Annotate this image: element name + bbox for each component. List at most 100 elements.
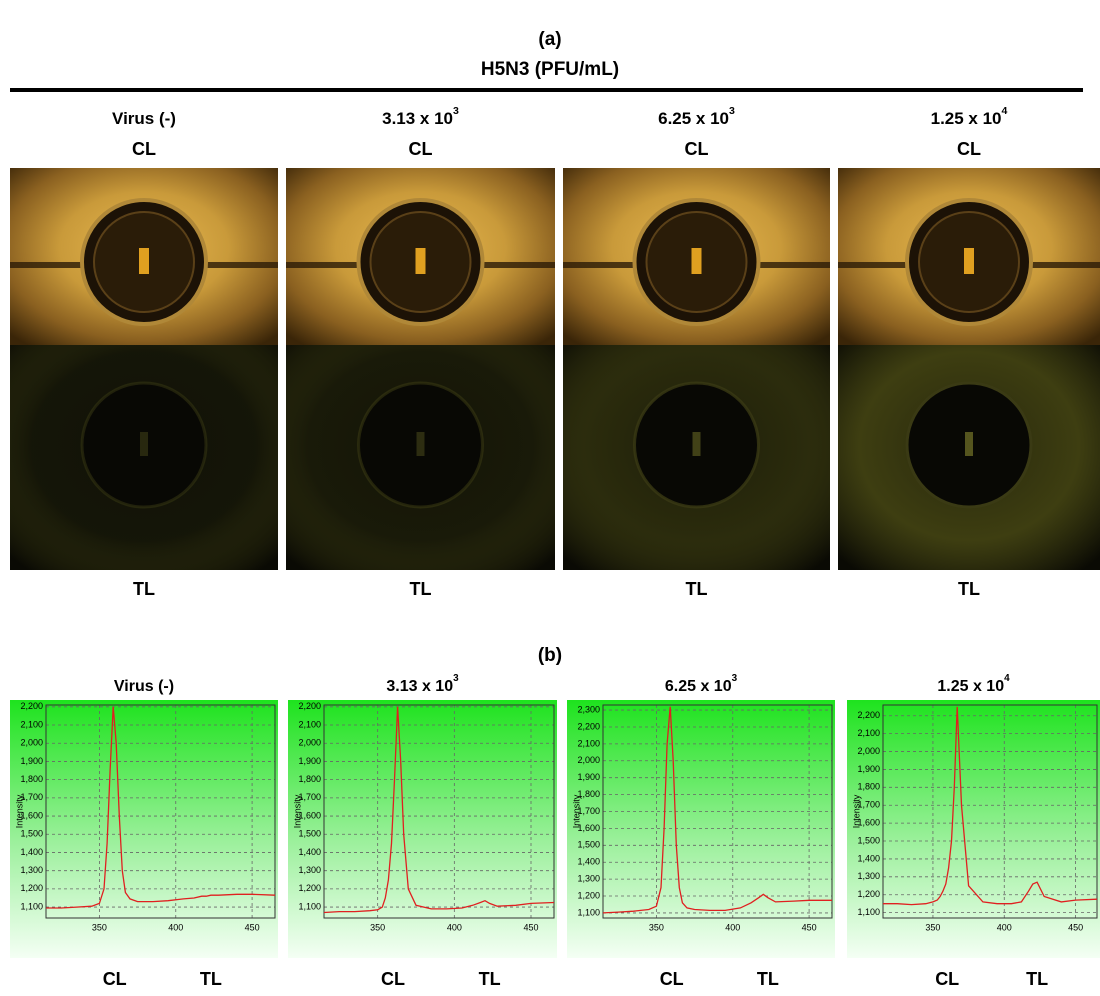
- y-tick-label: 1,300: [20, 865, 43, 875]
- peak-label: CL: [660, 969, 684, 989]
- y-tick-label: 1,600: [298, 810, 321, 820]
- column-header: 6.25 x 103: [658, 105, 735, 129]
- y-tick-label: 2,100: [857, 728, 880, 738]
- y-tick-label: 2,200: [20, 701, 43, 711]
- y-tick-label: 1,500: [20, 829, 43, 839]
- panel-title: H5N3 (PFU/mL): [481, 59, 619, 80]
- peak-label: TL: [757, 969, 779, 989]
- y-tick-label: 1,600: [577, 823, 600, 833]
- y-tick-label: 1,200: [20, 883, 43, 893]
- image-post: [140, 432, 148, 456]
- panel-label: (b): [538, 645, 562, 666]
- x-tick-label: 450: [523, 922, 538, 932]
- chart-title-exponent: 3: [732, 673, 738, 684]
- image-post: [139, 248, 149, 274]
- y-tick-label: 1,500: [577, 840, 600, 850]
- spectrum-line: [883, 706, 1098, 906]
- y-axis-label: Intensity: [571, 794, 581, 828]
- spectrum-line: [323, 706, 555, 914]
- y-tick-label: 1,400: [298, 847, 321, 857]
- y-tick-label: 1,300: [577, 873, 600, 883]
- x-tick-label: 400: [725, 922, 740, 932]
- y-tick-label: 1,100: [857, 907, 880, 917]
- column-header-base: 1.25 x 10: [931, 109, 1002, 128]
- y-tick-label: 2,000: [20, 738, 43, 748]
- peak-label: TL: [1026, 969, 1048, 989]
- y-tick-label: 2,200: [857, 710, 880, 720]
- chart-title-exponent: 3: [453, 673, 459, 684]
- micrograph-cl: [838, 168, 1100, 345]
- plot-frame: [602, 704, 833, 919]
- chart-bg: [288, 700, 557, 958]
- y-tick-label: 1,300: [298, 865, 321, 875]
- micrograph-tl: [563, 345, 830, 570]
- y-tick-label: 2,300: [577, 704, 600, 714]
- column-header-exponent: 3: [453, 105, 459, 117]
- column-header-exponent: 4: [1002, 105, 1008, 117]
- column-header: 1.25 x 104: [931, 105, 1008, 129]
- micrograph-tl: [286, 345, 555, 570]
- row-label: CL: [685, 139, 709, 159]
- y-tick-label: 1,900: [577, 772, 600, 782]
- y-tick-label: 1,100: [20, 901, 43, 911]
- rule: [10, 88, 1083, 92]
- column-header: Virus (-): [112, 109, 176, 128]
- column-header: 3.13 x 103: [382, 105, 459, 129]
- chart-title: 1.25 x 104: [937, 673, 1010, 696]
- y-tick-label: 2,000: [298, 738, 321, 748]
- x-tick-label: 350: [92, 922, 107, 932]
- column-header-exponent: 3: [729, 105, 735, 117]
- column-header-base: 3.13 x 10: [382, 109, 453, 128]
- image-post: [965, 432, 973, 456]
- chart-title-base: Virus (-): [114, 678, 174, 695]
- y-tick-label: 1,700: [857, 800, 880, 810]
- chart-title: 3.13 x 103: [386, 673, 459, 696]
- plot-frame: [323, 704, 555, 919]
- image-ring: [80, 381, 208, 509]
- y-tick-label: 1,800: [577, 789, 600, 799]
- image-post: [691, 248, 702, 274]
- plot-frame: [45, 704, 276, 919]
- y-tick-label: 1,800: [857, 782, 880, 792]
- y-tick-label: 2,100: [298, 719, 321, 729]
- y-tick-label: 1,800: [20, 774, 43, 784]
- y-tick-label: 1,300: [857, 871, 880, 881]
- chart-title: 6.25 x 103: [665, 673, 738, 696]
- x-tick-label: 450: [245, 922, 260, 932]
- micrograph-cl: [286, 168, 555, 345]
- micrograph-cl: [10, 168, 278, 345]
- y-tick-label: 2,000: [577, 755, 600, 765]
- y-tick-label: 2,100: [577, 738, 600, 748]
- y-tick-label: 1,700: [298, 792, 321, 802]
- panel-label: (a): [538, 29, 561, 50]
- image-ring: [357, 381, 484, 509]
- spectrum-line: [602, 706, 832, 914]
- x-tick-label: 400: [997, 922, 1012, 932]
- row-label: TL: [958, 579, 980, 599]
- chart-title-base: 1.25 x 10: [937, 678, 1004, 695]
- row-label: CL: [957, 139, 981, 159]
- y-tick-label: 1,400: [857, 853, 880, 863]
- plot-frame: [882, 704, 1098, 919]
- chart-bg: [847, 700, 1100, 958]
- y-tick-label: 1,500: [857, 835, 880, 845]
- x-tick-label: 350: [370, 922, 385, 932]
- peak-label: CL: [103, 969, 127, 989]
- chart-title-exponent: 4: [1004, 673, 1010, 684]
- y-tick-label: 1,400: [577, 857, 600, 867]
- x-tick-label: 450: [1068, 922, 1083, 932]
- peak-label: CL: [935, 969, 959, 989]
- y-tick-label: 1,400: [20, 847, 43, 857]
- chart-title-base: 3.13 x 10: [386, 678, 453, 695]
- peak-label: TL: [200, 969, 222, 989]
- row-label: TL: [133, 579, 155, 599]
- y-axis-label: Intensity: [292, 794, 302, 828]
- y-tick-label: 1,200: [577, 890, 600, 900]
- chart-title-base: 6.25 x 10: [665, 678, 732, 695]
- y-tick-label: 1,200: [857, 889, 880, 899]
- micrograph-cl: [563, 168, 830, 345]
- y-tick-label: 1,600: [20, 810, 43, 820]
- chart-bg: [10, 700, 278, 958]
- peak-label: CL: [381, 969, 405, 989]
